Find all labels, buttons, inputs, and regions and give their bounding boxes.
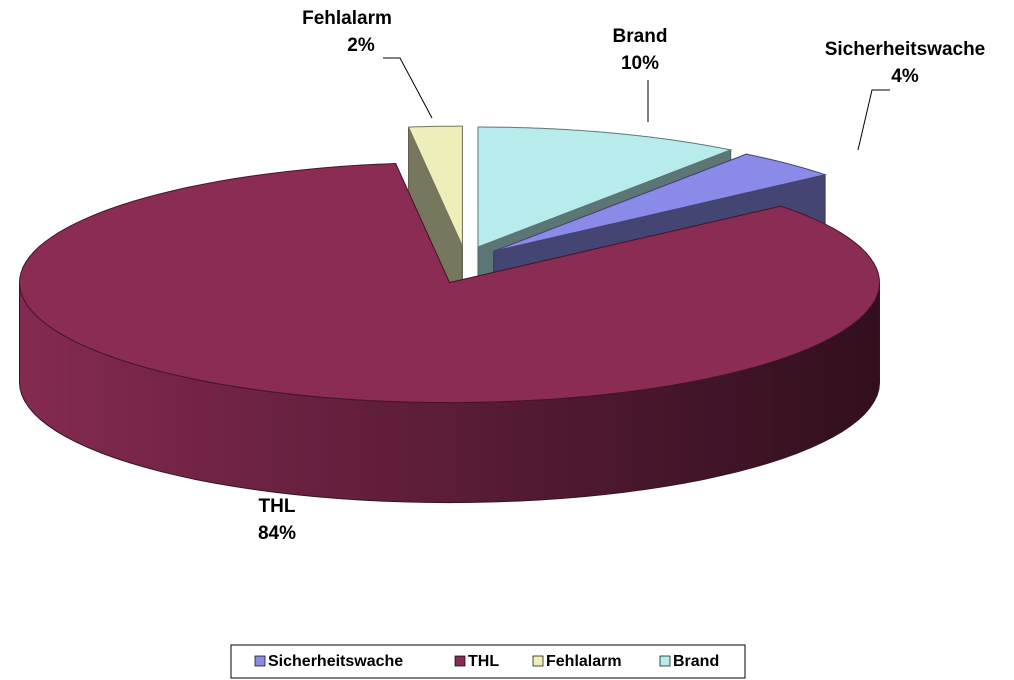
slice — [493, 153, 827, 252]
data-label-value: 84% — [258, 523, 296, 544]
data-label-name: Fehlalarm — [302, 8, 392, 29]
legend-label: Fehlalarm — [546, 653, 622, 670]
legend-label: Sicherheitswache — [268, 653, 403, 670]
data-labels: Sicherheitswache 4% THL 84% Fehlalarm 2% Brand… — [258, 8, 985, 544]
slice — [407, 125, 463, 247]
data-label-name: Brand — [613, 26, 668, 47]
slice — [477, 126, 733, 248]
legend-label: Brand — [673, 653, 719, 670]
data-label-name: Sicherheitswache — [825, 39, 986, 60]
data-label-value: 4% — [891, 66, 919, 87]
legend-swatch — [254, 655, 266, 667]
data-label-value: 10% — [621, 53, 659, 74]
legend-swatch — [454, 655, 466, 667]
legend-label: THL — [468, 653, 499, 670]
legend-swatch — [532, 655, 544, 667]
data-label-name: THL — [259, 496, 296, 517]
data-label-value: 2% — [347, 35, 375, 56]
pie — [18, 125, 881, 504]
legend-box — [230, 644, 746, 679]
slice — [18, 162, 881, 404]
legend-swatch — [659, 655, 671, 667]
leader-line — [857, 89, 890, 151]
leader-line — [383, 57, 433, 119]
legend: Sicherheitswache THL Fehlalarm Brand — [230, 644, 746, 679]
